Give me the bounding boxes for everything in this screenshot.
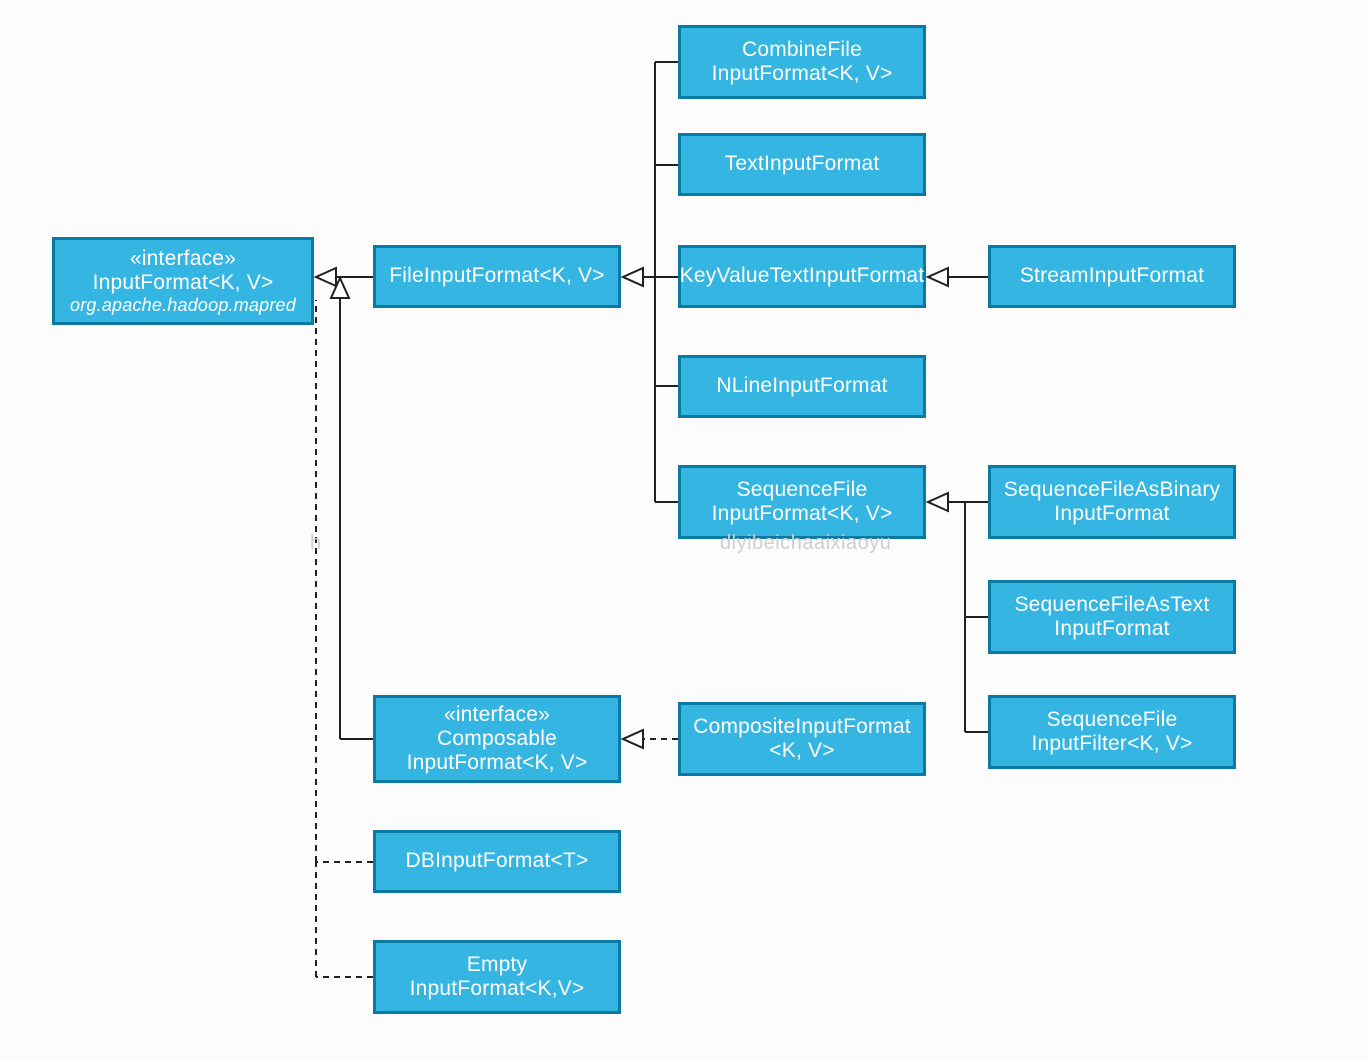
classname-l1: Empty bbox=[467, 953, 528, 977]
classname-l2: InputFormat<K, V> bbox=[712, 502, 893, 526]
classname: TextInputFormat bbox=[725, 152, 880, 176]
classname-l1: CombineFile bbox=[742, 38, 862, 62]
classname-l2: <K, V> bbox=[769, 739, 834, 763]
node-streaminputformat: StreamInputFormat bbox=[988, 245, 1236, 308]
package: org.apache.hadoop.mapred bbox=[70, 295, 296, 316]
node-textinputformat: TextInputFormat bbox=[678, 133, 926, 196]
node-emptyinputformat: Empty InputFormat<K,V> bbox=[373, 940, 621, 1014]
node-sequencefileinputfilter: SequenceFile InputFilter<K, V> bbox=[988, 695, 1236, 769]
classname-l1: SequenceFileAsText bbox=[1014, 593, 1209, 617]
node-dbinputformat: DBInputFormat<T> bbox=[373, 830, 621, 893]
classname: InputFormat<K, V> bbox=[93, 271, 274, 295]
node-sequencefileinputformat: SequenceFile InputFormat<K, V> bbox=[678, 465, 926, 539]
stereotype: «interface» bbox=[130, 247, 236, 271]
node-sequencefileasbinaryinputformat: SequenceFileAsBinary InputFormat bbox=[988, 465, 1236, 539]
classname: DBInputFormat<T> bbox=[406, 849, 589, 873]
classname-l2: InputFormat bbox=[1054, 617, 1169, 641]
classname-l1: Composable bbox=[437, 727, 557, 751]
watermark-1: h bbox=[310, 532, 322, 555]
classname-l1: SequenceFileAsBinary bbox=[1004, 478, 1220, 502]
node-compositeinputformat: CompositeInputFormat <K, V> bbox=[678, 702, 926, 776]
classname-l1: SequenceFile bbox=[1047, 708, 1178, 732]
watermark-2: dlyibeichaaixiaoyu bbox=[720, 532, 891, 555]
classname: StreamInputFormat bbox=[1020, 264, 1204, 288]
node-inputformat-interface: «interface» InputFormat<K, V> org.apache… bbox=[52, 237, 314, 325]
classname-l2: InputFormat<K,V> bbox=[410, 977, 585, 1001]
classname-l2: InputFormat<K, V> bbox=[407, 751, 588, 775]
node-sequencefileastextinputformat: SequenceFileAsText InputFormat bbox=[988, 580, 1236, 654]
classname: NLineInputFormat bbox=[716, 374, 887, 398]
classname-l1: CompositeInputFormat bbox=[693, 715, 911, 739]
classname-l1: SequenceFile bbox=[737, 478, 868, 502]
node-combinefileinputformat: CombineFile InputFormat<K, V> bbox=[678, 25, 926, 99]
classname-l2: InputFormat<K, V> bbox=[712, 62, 893, 86]
node-composableinputformat-interface: «interface» Composable InputFormat<K, V> bbox=[373, 695, 621, 783]
classname-l2: InputFilter<K, V> bbox=[1032, 732, 1193, 756]
classname: FileInputFormat<K, V> bbox=[389, 264, 604, 288]
node-nlineinputformat: NLineInputFormat bbox=[678, 355, 926, 418]
node-keyvaluetextinputformat: KeyValueTextInputFormat bbox=[678, 245, 926, 308]
stereotype: «interface» bbox=[444, 703, 550, 727]
node-fileinputformat: FileInputFormat<K, V> bbox=[373, 245, 621, 308]
classname: KeyValueTextInputFormat bbox=[680, 264, 925, 288]
classname-l2: InputFormat bbox=[1054, 502, 1169, 526]
